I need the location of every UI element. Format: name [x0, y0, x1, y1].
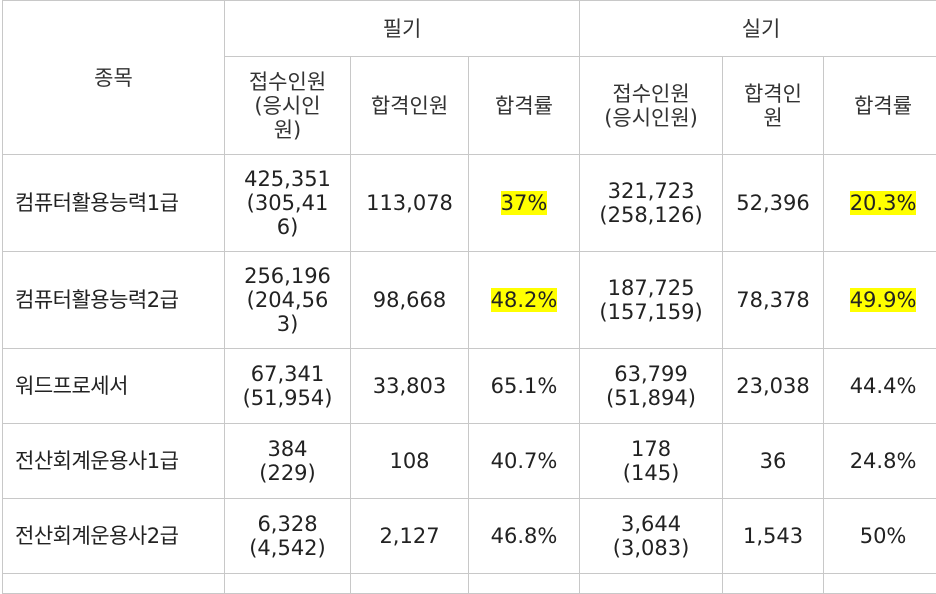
header-written-passed: 합격인원	[351, 57, 469, 155]
row-name: 컴퓨터활용능력1급	[3, 155, 225, 252]
highlighted-rate: 37%	[501, 191, 548, 215]
header-practical-passed: 합격인원	[723, 57, 824, 155]
written-passed-cell: 113,078	[351, 155, 469, 252]
header-practical-applicants: 접수인원(응시인원)	[580, 57, 723, 155]
practical-passed-cell: 36	[723, 424, 824, 499]
practical-rate-cell: 49.9%	[824, 252, 936, 349]
table-row: 전산회계운용사1급 384(229) 108 40.7% 178(145) 36…	[3, 424, 936, 499]
empty-cell	[3, 574, 225, 594]
header-category: 종목	[3, 1, 225, 155]
written-applicants-cell: 384(229)	[225, 424, 351, 499]
row-name: 컴퓨터활용능력2급	[3, 252, 225, 349]
written-applicants-cell: 67,341(51,954)	[225, 349, 351, 424]
practical-applicants-cell: 321,723(258,126)	[580, 155, 723, 252]
practical-rate-cell: 44.4%	[824, 349, 936, 424]
empty-cell	[351, 574, 469, 594]
empty-cell	[580, 574, 723, 594]
highlighted-rate: 48.2%	[491, 288, 558, 312]
empty-cell	[469, 574, 580, 594]
practical-rate-cell: 20.3%	[824, 155, 936, 252]
written-rate-cell: 40.7%	[469, 424, 580, 499]
row-name: 전산회계운용사1급	[3, 424, 225, 499]
written-passed-cell: 2,127	[351, 499, 469, 574]
practical-passed-cell: 78,378	[723, 252, 824, 349]
written-rate-cell: 48.2%	[469, 252, 580, 349]
practical-passed-cell: 1,543	[723, 499, 824, 574]
table-row: 워드프로세서 67,341(51,954) 33,803 65.1% 63,79…	[3, 349, 936, 424]
table-row: 전산회계운용사2급 6,328(4,542) 2,127 46.8% 3,644…	[3, 499, 936, 574]
written-applicants-cell: 425,351(305,416)	[225, 155, 351, 252]
written-passed-cell: 98,668	[351, 252, 469, 349]
practical-passed-cell: 52,396	[723, 155, 824, 252]
practical-applicants-cell: 178(145)	[580, 424, 723, 499]
written-applicants-cell: 6,328(4,542)	[225, 499, 351, 574]
highlighted-rate: 20.3%	[850, 191, 917, 215]
header-written-applicants: 접수인원(응시인원)	[225, 57, 351, 155]
written-passed-cell: 33,803	[351, 349, 469, 424]
header-row-1: 종목 필기 실기	[3, 1, 936, 57]
practical-applicants-cell: 187,725(157,159)	[580, 252, 723, 349]
practical-rate-cell: 50%	[824, 499, 936, 574]
table-row-partial	[3, 574, 936, 594]
practical-rate-cell: 24.8%	[824, 424, 936, 499]
written-rate-cell: 65.1%	[469, 349, 580, 424]
table-row: 컴퓨터활용능력2급 256,196(204,563) 98,668 48.2% …	[3, 252, 936, 349]
header-practical-rate: 합격률	[824, 57, 936, 155]
practical-passed-cell: 23,038	[723, 349, 824, 424]
practical-applicants-cell: 3,644(3,083)	[580, 499, 723, 574]
header-practical: 실기	[580, 1, 936, 57]
header-written-rate: 합격률	[469, 57, 580, 155]
header-written: 필기	[225, 1, 580, 57]
empty-cell	[824, 574, 936, 594]
written-passed-cell: 108	[351, 424, 469, 499]
row-name: 워드프로세서	[3, 349, 225, 424]
written-rate-cell: 37%	[469, 155, 580, 252]
row-name: 전산회계운용사2급	[3, 499, 225, 574]
practical-applicants-cell: 63,799(51,894)	[580, 349, 723, 424]
highlighted-rate: 49.9%	[850, 288, 917, 312]
written-applicants-cell: 256,196(204,563)	[225, 252, 351, 349]
empty-cell	[723, 574, 824, 594]
empty-cell	[225, 574, 351, 594]
table-row: 컴퓨터활용능력1급 425,351(305,416) 113,078 37% 3…	[3, 155, 936, 252]
written-rate-cell: 46.8%	[469, 499, 580, 574]
